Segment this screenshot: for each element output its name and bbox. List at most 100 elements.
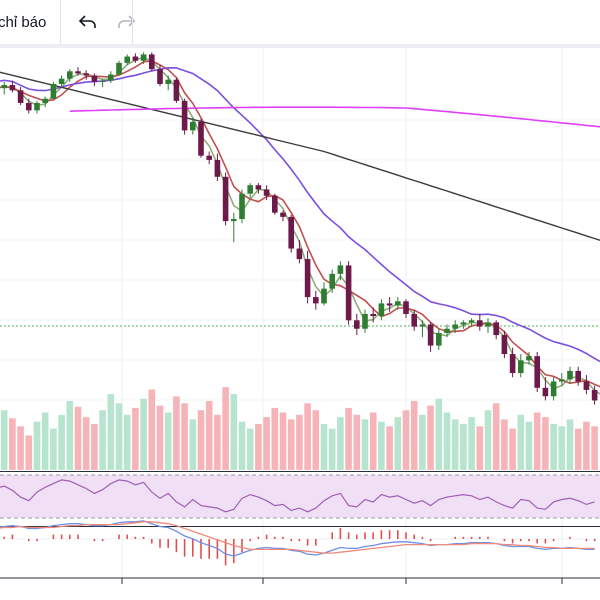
ma-pink-line xyxy=(69,106,600,128)
volume-bar xyxy=(91,424,98,470)
macd-histogram-bar xyxy=(339,528,342,539)
volume-bar xyxy=(50,428,57,470)
candle-body xyxy=(395,301,401,306)
macd-histogram-bar xyxy=(11,534,14,539)
volume-bar xyxy=(255,424,262,470)
macd-histogram-bar xyxy=(470,536,473,539)
macd-histogram-bar xyxy=(372,532,374,539)
volume-bar xyxy=(419,414,426,470)
volume-bar xyxy=(574,428,582,470)
candle-body xyxy=(345,265,352,321)
candle-body xyxy=(190,121,196,131)
undo-icon xyxy=(79,15,97,28)
volume-bar xyxy=(222,387,229,470)
volume-bar xyxy=(550,424,557,470)
candle-body xyxy=(26,102,32,111)
candle-body xyxy=(329,273,335,289)
volume-bar xyxy=(230,394,238,470)
candle-body xyxy=(239,193,245,219)
indicators-button[interactable]: chỉ báo xyxy=(0,0,62,44)
candle-body xyxy=(50,83,57,99)
volume-bar xyxy=(378,421,385,470)
macd-histogram-bar xyxy=(397,530,399,539)
volume-bar xyxy=(492,403,500,470)
candle-body xyxy=(255,185,262,190)
volume-bar xyxy=(296,414,303,470)
candle-body xyxy=(222,176,229,222)
undo-button[interactable] xyxy=(71,5,105,39)
candlesticks xyxy=(1,52,598,405)
ma-dark-line xyxy=(0,71,600,242)
candle-body xyxy=(419,324,426,327)
macd-histogram-bar xyxy=(479,536,481,539)
volume-bar xyxy=(156,405,164,470)
pane-divider xyxy=(0,471,600,472)
volume-bar xyxy=(9,418,16,470)
candle-body xyxy=(468,320,475,323)
volume-bar xyxy=(99,410,106,470)
volume-bar xyxy=(181,403,188,470)
candle-body xyxy=(198,121,204,156)
top-toolbar: chỉ báo xyxy=(0,0,600,44)
candle-body xyxy=(42,98,48,103)
volume-bar xyxy=(410,401,418,470)
candle-body xyxy=(206,155,212,160)
macd-histogram-bar xyxy=(233,539,235,564)
volume-bar xyxy=(115,403,123,470)
volume-bar xyxy=(337,417,344,470)
volume-bar xyxy=(148,389,156,470)
volume-bar xyxy=(501,419,508,470)
volume-bar xyxy=(558,426,566,470)
candle-body xyxy=(99,80,106,82)
redo-button[interactable] xyxy=(109,5,143,39)
volume-bar xyxy=(591,426,598,470)
macd-histogram-bar xyxy=(298,539,301,542)
volume-bar xyxy=(263,417,270,470)
volume-bar xyxy=(443,412,451,470)
candle-body xyxy=(509,354,516,374)
volume-bar xyxy=(82,417,90,470)
volume-bar xyxy=(517,414,525,470)
macd-histogram-bar xyxy=(421,536,424,539)
macd-histogram-bar xyxy=(93,539,96,542)
redo-icon xyxy=(118,15,136,28)
rsi-pane xyxy=(0,474,600,519)
time-axis xyxy=(0,577,600,600)
volume-bar xyxy=(66,401,74,470)
candle-body xyxy=(550,381,557,397)
candle-body xyxy=(116,62,122,75)
macd-histogram-bar xyxy=(388,530,391,539)
macd-histogram-bar xyxy=(183,539,186,557)
toolbar-bottom-border xyxy=(0,44,600,48)
macd-histogram-bar xyxy=(200,539,202,559)
candle-body xyxy=(34,102,40,111)
volume-bar xyxy=(345,407,352,470)
candle-body xyxy=(575,370,581,382)
macd-histogram-bar xyxy=(331,532,333,539)
volume-bar xyxy=(402,410,410,470)
macd-histogram-bar xyxy=(52,534,55,539)
volume-bar xyxy=(361,419,369,470)
volume-bar xyxy=(533,412,541,470)
candle-body xyxy=(493,322,499,336)
macd-histogram-bar xyxy=(593,539,596,542)
macd-histogram-bar xyxy=(347,532,350,539)
macd-histogram-bar xyxy=(126,534,128,539)
candle-body xyxy=(403,301,409,314)
macd-histogram-bar xyxy=(364,532,366,539)
macd-histogram-bar xyxy=(208,539,210,559)
candle-body xyxy=(452,324,458,329)
macd-histogram-bar xyxy=(511,539,514,544)
volume-bar xyxy=(279,412,287,470)
candle-body xyxy=(444,328,450,333)
macd-histogram-bar xyxy=(118,534,120,539)
price-chart[interactable] xyxy=(0,48,600,600)
macd-histogram-bar xyxy=(241,539,243,553)
macd-histogram-bar xyxy=(265,534,268,539)
macd-histogram-bar xyxy=(224,539,227,566)
candle-body xyxy=(321,288,327,304)
macd-histogram-bar xyxy=(544,539,547,544)
macd-histogram-bar xyxy=(462,536,465,539)
rsi-line xyxy=(0,479,595,513)
volume-bar xyxy=(476,426,484,470)
